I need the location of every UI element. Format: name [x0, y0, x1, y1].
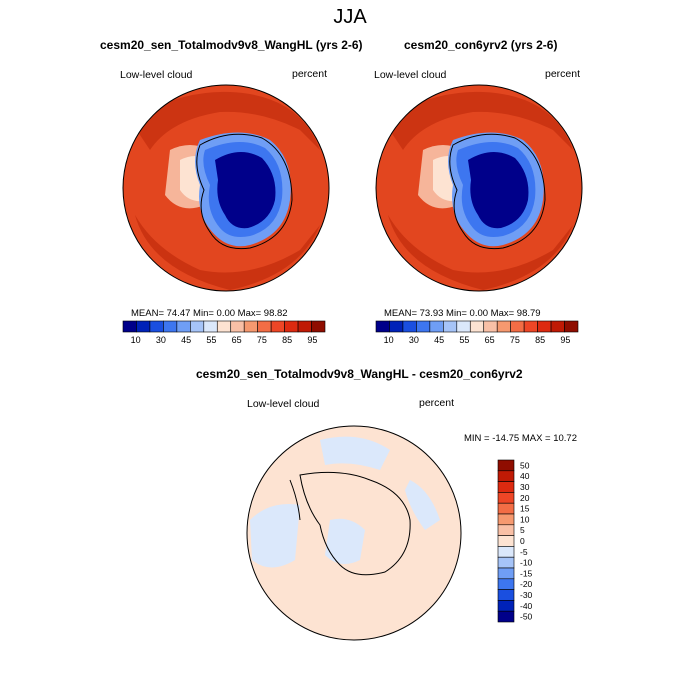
con-colorbar-box: [510, 320, 525, 333]
sen-colorbar-box: [284, 320, 299, 333]
diff-colorbar-label: 20: [520, 493, 530, 503]
con-colorbar-label: 55: [459, 335, 469, 345]
diff-colorbar-box: [497, 502, 515, 515]
diff-colorbar-label: -15: [520, 568, 533, 578]
sen-colorbar-label: 30: [156, 335, 166, 345]
diff-colorbar-label: 0: [520, 536, 525, 546]
diff-variable-label: Low-level cloud: [247, 398, 320, 410]
sen-colorbar-label: 10: [131, 335, 141, 345]
sen-colorbar-box: [257, 320, 272, 333]
sen-variable-label: Low-level cloud: [120, 69, 193, 81]
sen-colorbar-box: [122, 320, 137, 333]
sen-colorbar-box: [163, 320, 178, 333]
con-colorbar-label: 95: [560, 335, 570, 345]
con-colorbar-box: [483, 320, 498, 333]
sen-colorbar-box: [311, 320, 326, 333]
con-colorbar-box: [496, 320, 511, 333]
sen-colorbar-box: [243, 320, 258, 333]
diff-colorbar-label: 30: [520, 482, 530, 492]
diff-colorbar-label: -40: [520, 601, 533, 611]
diff-colorbar-box: [497, 513, 515, 526]
con-colorbar-box: [416, 320, 431, 333]
con-colorbar-label: 45: [434, 335, 444, 345]
sen-colorbar-box: [203, 320, 218, 333]
diff-stats: MIN = -14.75 MAX = 10.72: [464, 433, 578, 444]
diff-colorbar-box: [497, 459, 515, 472]
con-colorbar-box: [375, 320, 390, 333]
con-colorbar-box: [429, 320, 444, 333]
diff-colorbar-box: [497, 610, 515, 623]
diff-colorbar-label: -50: [520, 612, 533, 622]
con-colorbar-box: [402, 320, 417, 333]
diff-colorbar-label: -20: [520, 579, 533, 589]
diff-colorbar-label: 15: [520, 504, 530, 514]
diff-colorbar-box: [497, 546, 515, 558]
diff-colorbar-label: -10: [520, 558, 533, 568]
con-colorbar-label: 10: [384, 335, 394, 345]
con-colorbar-box: [443, 320, 458, 333]
sen-colorbar: 10 30 45 55 65 75 85 95: [122, 320, 326, 345]
sen-panel-title: cesm20_sen_Totalmodv9v8_WangHL (yrs 2-6): [100, 38, 363, 52]
sen-stats: MEAN= 74.47 Min= 0.00 Max= 98.82: [131, 308, 288, 319]
sen-colorbar-label: 55: [206, 335, 216, 345]
diff-colorbar-box: [497, 524, 515, 536]
con-colorbar: 10 30 45 55 65 75 85 95: [375, 320, 579, 345]
con-stats: MEAN= 73.93 Min= 0.00 Max= 98.79: [384, 308, 541, 319]
sen-colorbar-label: 65: [232, 335, 242, 345]
con-colorbar-box: [564, 320, 579, 333]
diff-colorbar-box: [497, 556, 515, 569]
sen-colorbar-label: 95: [307, 335, 317, 345]
sen-colorbar-box: [190, 320, 205, 333]
con-colorbar-box: [469, 320, 485, 333]
sen-colorbar-box: [270, 320, 285, 333]
con-colorbar-box: [537, 320, 552, 333]
con-colorbar-box: [456, 320, 471, 333]
sen-map-boundary: [122, 84, 330, 292]
sen-colorbar-box: [216, 320, 232, 333]
diff-colorbar-box: [497, 470, 515, 482]
con-variable-label: Low-level cloud: [374, 69, 447, 81]
sen-colorbar-box: [230, 320, 245, 333]
sen-colorbar-label: 85: [282, 335, 292, 345]
diff-colorbar-box: [497, 589, 515, 601]
con-colorbar-box: [389, 320, 404, 333]
diff-colorbar-label: 5: [520, 525, 525, 535]
sen-colorbar-label: 45: [181, 335, 191, 345]
con-colorbar-label: 30: [409, 335, 419, 345]
diff-colorbar-label: -30: [520, 590, 533, 600]
diff-colorbar-label: 50: [520, 460, 530, 470]
con-colorbar-box: [523, 320, 538, 333]
diff-colorbar-box: [497, 535, 515, 547]
diff-colorbar-box: [497, 481, 515, 493]
sen-colorbar-label: 75: [257, 335, 267, 345]
con-panel-title: cesm20_con6yrv2 (yrs 2-6): [404, 38, 558, 52]
diff-map-boundary: [246, 425, 462, 641]
diff-colorbar-box: [497, 578, 515, 590]
con-polar-map: [376, 85, 582, 291]
diff-colorbar-label: -5: [520, 547, 528, 557]
con-colorbar-label: 85: [535, 335, 545, 345]
sen-colorbar-box: [297, 320, 312, 333]
sen-units-label: percent: [292, 68, 328, 80]
diff-colorbar-box: [497, 600, 515, 612]
con-colorbar-label: 65: [485, 335, 495, 345]
sen-colorbar-box: [176, 320, 191, 333]
figure-title: JJA: [333, 6, 367, 28]
diff-colorbar-label: 10: [520, 514, 530, 524]
diff-colorbar-label: 40: [520, 471, 530, 481]
sen-colorbar-box: [136, 320, 151, 333]
diff-colorbar-box: [497, 567, 515, 580]
con-map-boundary: [375, 84, 583, 292]
diff-panel-title: cesm20_sen_Totalmodv9v8_WangHL - cesm20_…: [196, 367, 523, 381]
diff-polar-map: [247, 426, 461, 640]
diff-units-label: percent: [419, 397, 455, 409]
con-units-label: percent: [545, 68, 581, 80]
con-colorbar-label: 75: [510, 335, 520, 345]
con-colorbar-box: [550, 320, 565, 333]
diff-colorbar-box: [497, 492, 515, 504]
sen-colorbar-box: [149, 320, 164, 333]
sen-polar-map: [123, 85, 329, 291]
